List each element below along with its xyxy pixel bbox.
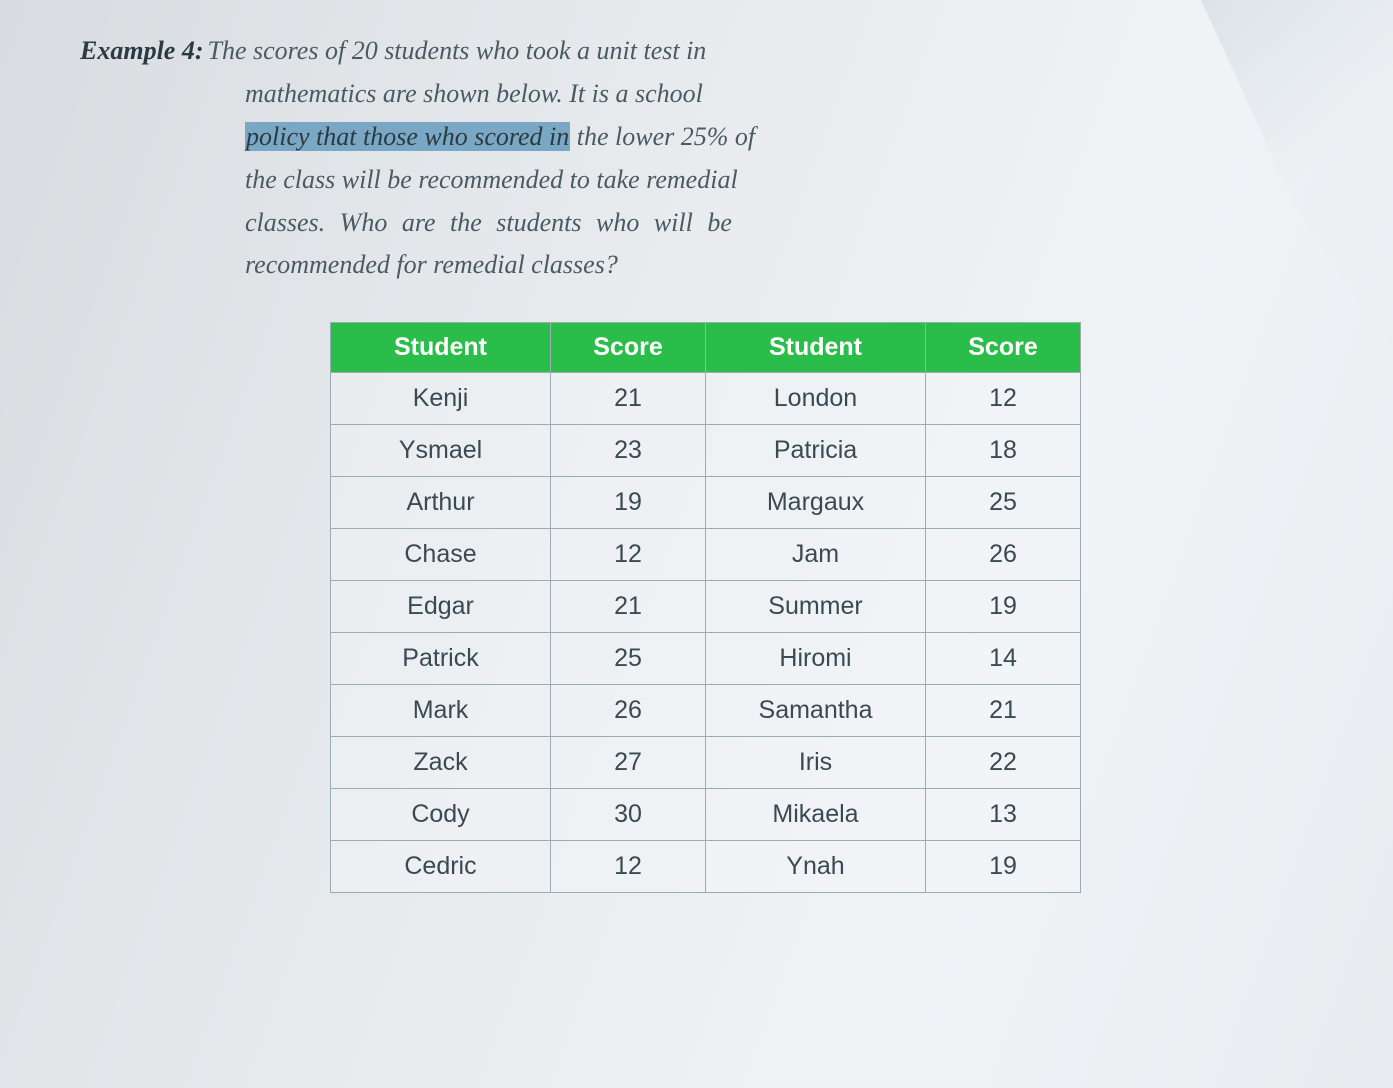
table-row: Arthur 19 Margaux 25: [331, 477, 1081, 529]
student-score: 27: [551, 737, 706, 789]
student-name: Mark: [331, 685, 551, 737]
student-score: 19: [551, 477, 706, 529]
student-name: Edgar: [331, 581, 551, 633]
student-score: 12: [926, 373, 1081, 425]
problem-line-5: classes. Who are the students who will b…: [80, 202, 980, 245]
table-row: Patrick 25 Hiromi 14: [331, 633, 1081, 685]
student-score: 23: [551, 425, 706, 477]
problem-line-3: policy that those who scored in the lowe…: [80, 116, 980, 159]
student-score: 12: [551, 841, 706, 893]
table-row: Cody 30 Mikaela 13: [331, 789, 1081, 841]
header-score-2: Score: [926, 323, 1081, 373]
table-row: Chase 12 Jam 26: [331, 529, 1081, 581]
problem-text-1: The scores of 20 students who took a uni…: [208, 36, 707, 65]
student-score: 12: [551, 529, 706, 581]
scores-table: Student Score Student Score Kenji 21 Lon…: [330, 322, 1081, 893]
student-name: Arthur: [331, 477, 551, 529]
table-body: Kenji 21 London 12 Ysmael 23 Patricia 18…: [331, 373, 1081, 893]
table-row: Edgar 21 Summer 19: [331, 581, 1081, 633]
table-row: Cedric 12 Ynah 19: [331, 841, 1081, 893]
student-name: Mikaela: [706, 789, 926, 841]
student-score: 19: [926, 841, 1081, 893]
student-name: London: [706, 373, 926, 425]
student-name: Kenji: [331, 373, 551, 425]
student-score: 21: [551, 373, 706, 425]
highlighted-text: policy that those who scored in: [245, 122, 570, 151]
student-name: Margaux: [706, 477, 926, 529]
student-score: 25: [926, 477, 1081, 529]
student-name: Iris: [706, 737, 926, 789]
problem-line-1: Example 4: The scores of 20 students who…: [80, 30, 980, 73]
header-student-2: Student: [706, 323, 926, 373]
student-name: Hiromi: [706, 633, 926, 685]
problem-text-3b: the lower 25% of: [570, 122, 755, 151]
student-name: Summer: [706, 581, 926, 633]
student-name: Ynah: [706, 841, 926, 893]
student-score: 21: [926, 685, 1081, 737]
student-name: Samantha: [706, 685, 926, 737]
student-score: 18: [926, 425, 1081, 477]
student-score: 26: [926, 529, 1081, 581]
student-name: Patricia: [706, 425, 926, 477]
example-block: Example 4: The scores of 20 students who…: [80, 30, 980, 287]
student-score: 22: [926, 737, 1081, 789]
student-name: Zack: [331, 737, 551, 789]
table-row: Zack 27 Iris 22: [331, 737, 1081, 789]
table-row: Kenji 21 London 12: [331, 373, 1081, 425]
table-header-row: Student Score Student Score: [331, 323, 1081, 373]
header-score-1: Score: [551, 323, 706, 373]
student-score: 21: [551, 581, 706, 633]
student-score: 19: [926, 581, 1081, 633]
problem-line-6: recommended for remedial classes?: [80, 244, 980, 287]
student-name: Jam: [706, 529, 926, 581]
header-student-1: Student: [331, 323, 551, 373]
student-name: Cedric: [331, 841, 551, 893]
table-row: Ysmael 23 Patricia 18: [331, 425, 1081, 477]
scores-table-container: Student Score Student Score Kenji 21 Lon…: [330, 322, 1323, 893]
table-row: Mark 26 Samantha 21: [331, 685, 1081, 737]
student-score: 26: [551, 685, 706, 737]
page-shadow: [1073, 0, 1393, 350]
student-score: 30: [551, 789, 706, 841]
student-name: Ysmael: [331, 425, 551, 477]
student-name: Cody: [331, 789, 551, 841]
student-score: 13: [926, 789, 1081, 841]
problem-line-2: mathematics are shown below. It is a sch…: [80, 73, 980, 116]
student-name: Patrick: [331, 633, 551, 685]
student-score: 14: [926, 633, 1081, 685]
problem-line-4: the class will be recommended to take re…: [80, 159, 980, 202]
student-name: Chase: [331, 529, 551, 581]
student-score: 25: [551, 633, 706, 685]
example-label: Example 4:: [80, 36, 204, 65]
